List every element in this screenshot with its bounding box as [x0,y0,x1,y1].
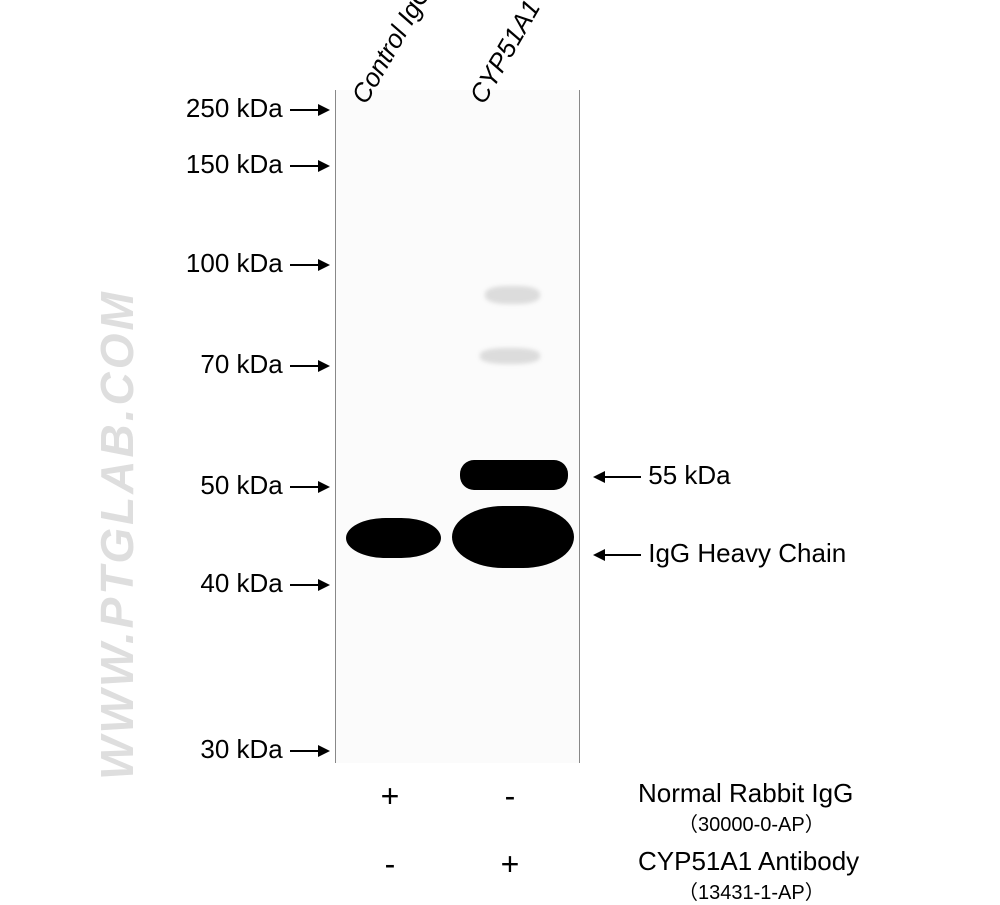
annotation-igg-heavy: IgG Heavy Chain [593,538,846,569]
blot-membrane [335,90,580,763]
mw-label: 40 kDa [200,568,282,598]
arrow-left-icon [593,470,641,484]
band-igg-heavy-lane1 [346,518,441,558]
mw-label: 100 kDa [186,248,283,278]
annotation-label: 55 kDa [648,460,730,490]
mw-label: 150 kDa [186,149,283,179]
annotation-55kda: 55 kDa [593,460,731,491]
arrow-right-icon [290,103,330,117]
mw-label: 250 kDa [186,93,283,123]
annotation-label: IgG Heavy Chain [648,538,846,568]
condition-sublabel-cyp51a1-ab: （13431-1-AP） [678,876,825,905]
faint-band [485,286,540,304]
condition-symbol: - [498,778,522,815]
arrow-right-icon [290,159,330,173]
arrow-left-icon [593,548,641,562]
mw-label: 30 kDa [200,734,282,764]
band-igg-heavy-lane2 [452,506,574,568]
arrow-right-icon [290,744,330,758]
mw-marker-40: 40 kDa [145,568,330,599]
mw-label: 50 kDa [200,470,282,500]
arrow-right-icon [290,480,330,494]
mw-marker-50: 50 kDa [145,470,330,501]
condition-label-cyp51a1-ab: CYP51A1 Antibody [638,846,859,877]
condition-label-normal-igg: Normal Rabbit IgG [638,778,853,809]
faint-band [480,348,540,364]
condition-symbol: - [378,846,402,883]
mw-marker-250: 250 kDa [145,93,330,124]
watermark: WWW.PTGLAB.COM [90,289,144,780]
mw-marker-150: 150 kDa [145,149,330,180]
condition-symbol: + [498,846,522,883]
arrow-right-icon [290,258,330,272]
mw-marker-70: 70 kDa [145,349,330,380]
mw-label: 70 kDa [200,349,282,379]
figure-container: WWW.PTGLAB.COM Control IgG CYP51A1 250 k… [0,0,1000,903]
arrow-right-icon [290,578,330,592]
condition-symbol: + [378,778,402,815]
band-target-55kda [460,460,568,490]
condition-sublabel-normal-igg: （30000-0-AP） [678,808,825,837]
arrow-right-icon [290,359,330,373]
mw-marker-100: 100 kDa [145,248,330,279]
mw-marker-30: 30 kDa [145,734,330,765]
